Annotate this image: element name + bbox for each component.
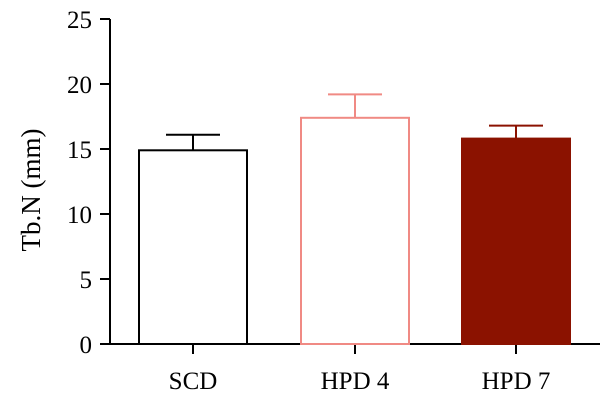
x-tick-label: SCD (169, 368, 218, 395)
y-tick-label: 5 (80, 267, 93, 294)
y-ticks: 0 5 10 15 20 25 (67, 7, 110, 359)
x-tick-label: HPD 7 (482, 368, 551, 395)
x-tick-label: HPD 4 (321, 368, 390, 395)
y-tick-label: 15 (67, 137, 92, 164)
x-axis: SCD HPD 4 HPD 7 (110, 343, 600, 395)
y-axis: 0 5 10 15 20 25 (67, 7, 111, 359)
x-tick-labels: SCD HPD 4 HPD 7 (169, 344, 551, 395)
bars (138, 93, 571, 345)
bar-scd (138, 149, 248, 345)
y-axis-title: Tb.N (mm) (16, 129, 46, 252)
bar-hpd-7 (461, 137, 571, 345)
y-tick-label: 20 (67, 72, 92, 99)
bar-hpd-4 (300, 116, 410, 345)
y-tick-label: 0 (80, 332, 93, 359)
y-tick-label: 10 (67, 202, 92, 229)
y-tick-label: 25 (67, 7, 92, 34)
